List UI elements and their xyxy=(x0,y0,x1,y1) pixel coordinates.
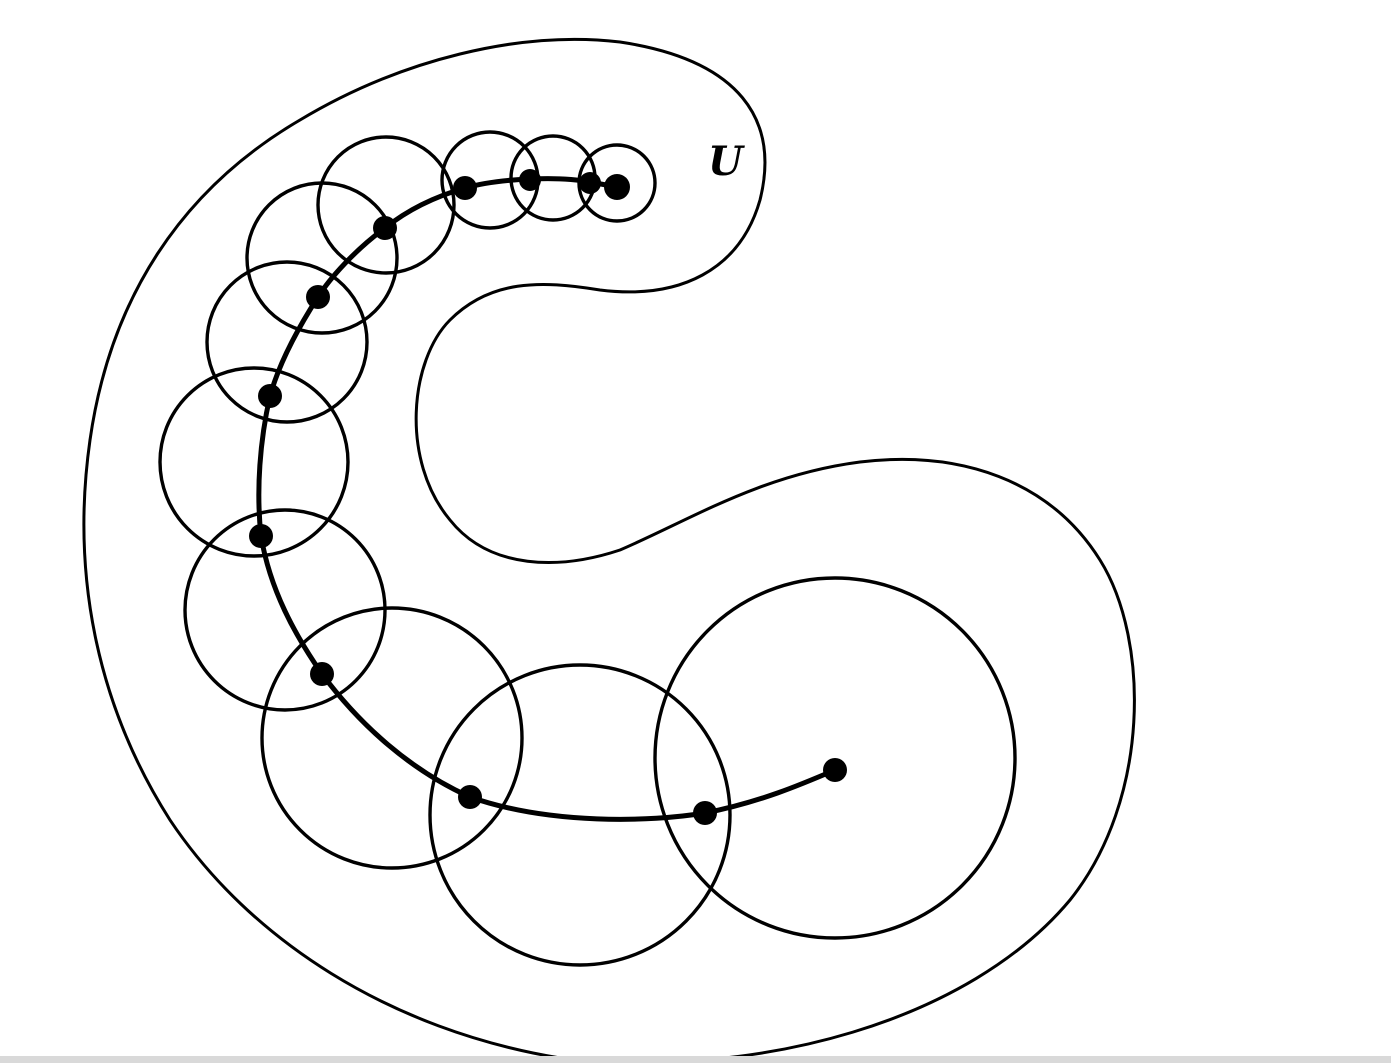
path-point xyxy=(306,285,330,309)
disk-5 xyxy=(245,181,399,335)
path-point xyxy=(693,801,717,825)
disk-6 xyxy=(205,260,369,424)
disk-9 xyxy=(260,606,524,870)
disk-7 xyxy=(158,366,350,558)
path-point xyxy=(258,384,282,408)
bottom-strip xyxy=(0,1056,1391,1063)
path-point xyxy=(453,176,477,200)
path-point xyxy=(604,174,630,200)
disk-10 xyxy=(428,663,732,967)
disk-chain xyxy=(158,130,1017,967)
path-point xyxy=(310,662,334,686)
path-point xyxy=(458,785,482,809)
region-u-boundary xyxy=(82,37,1136,1063)
path-point xyxy=(373,216,397,240)
path-point xyxy=(519,169,541,191)
path-point-end xyxy=(823,758,847,782)
disk-11 xyxy=(653,576,1017,940)
curve-path xyxy=(256,176,838,822)
disk-4 xyxy=(316,135,456,275)
path-point xyxy=(579,172,601,194)
path-points xyxy=(249,169,847,825)
path-point xyxy=(249,524,273,548)
disk-8 xyxy=(183,508,387,712)
region-label: U xyxy=(708,138,745,185)
